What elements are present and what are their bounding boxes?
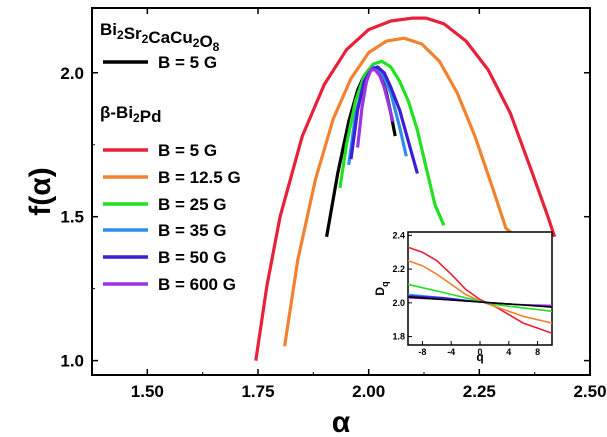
inset-x-axis-label: q [476, 350, 483, 364]
y-tick-label: 2.0 [60, 64, 84, 83]
legend-label-4: B = 35 G [158, 221, 227, 240]
legend: Bi2Sr2CaCu2O8 β-Bi2Pd B = 5 G B = 5 G B = 12… [100, 20, 241, 294]
legend-label-6: B = 600 G [158, 275, 236, 294]
series-line-6 [356, 68, 395, 148]
inset-series-line-6 [407, 296, 553, 308]
legend-label-0: B = 5 G [158, 53, 217, 72]
inset-x-tick-label: 0 [477, 347, 482, 357]
inset-plot: -8 -4 0 4 8 1.8 2.0 2.2 2.4 q Dq [373, 230, 553, 364]
x-tick-label: 2.25 [463, 382, 496, 401]
main-plot: 1.50 1.75 2.00 2.25 2.501.01.52.0αf(α) [24, 7, 607, 437]
inset-y-tick-label: 1.8 [392, 332, 405, 342]
legend-label-2: B = 12.5 G [158, 168, 241, 187]
inset-y-axis-label: Dq [373, 281, 390, 295]
inset-y-tick-label: 2.4 [392, 230, 405, 240]
series-line-2 [283, 36, 514, 347]
inset-x-tick-label: 8 [535, 347, 540, 357]
legend-label-1: B = 5 G [158, 141, 217, 160]
legend-group-title-bscco: Bi2Sr2CaCu2O8 [100, 20, 220, 54]
inset-y-tick-label: 2.2 [392, 264, 405, 274]
inset-series-line-0 [407, 246, 553, 334]
series-line-3 [338, 59, 446, 226]
plot-frame [91, 7, 591, 376]
x-tick-label: 2.00 [352, 382, 385, 401]
inset-x-tick-label: 4 [506, 347, 511, 357]
legend-label-3: B = 25 G [158, 195, 227, 214]
inset-y-tick-label: 2.0 [392, 298, 405, 308]
legend-group-title-bi2pd: β-Bi2Pd [100, 103, 161, 126]
inset-x-tick-label: -4 [447, 347, 455, 357]
legend-label-5: B = 50 G [158, 248, 227, 267]
inset-series-line-2 [407, 283, 553, 313]
y-tick-label: 1.0 [60, 352, 84, 371]
y-tick-label: 1.5 [60, 208, 84, 227]
inset-frame [407, 231, 553, 346]
inset-x-tick-label: -8 [418, 347, 426, 357]
y-axis-label: f(α) [24, 167, 57, 215]
series-line-5 [349, 65, 419, 174]
x-tick-label: 1.50 [131, 382, 164, 401]
x-tick-label: 1.75 [241, 382, 274, 401]
x-axis-label: α [332, 406, 351, 437]
x-tick-label: 2.50 [573, 382, 606, 401]
series-line-1 [254, 16, 557, 361]
